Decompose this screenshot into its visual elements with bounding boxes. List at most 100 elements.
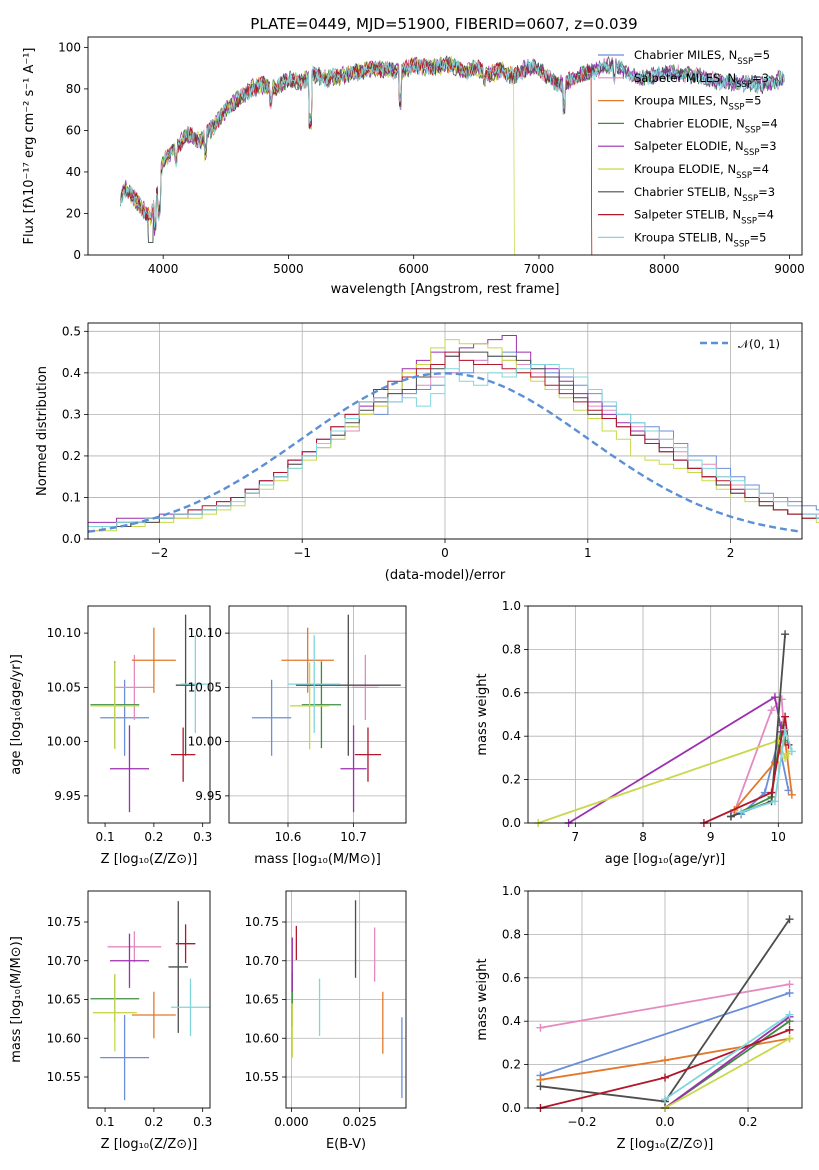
spectrum-series-line xyxy=(120,57,785,228)
x-tick-label: 2 xyxy=(727,546,735,560)
y-axis-label: mass [log₁₀(M/M⊙)] xyxy=(9,936,24,1063)
axes-frame xyxy=(228,605,407,824)
plus-marker xyxy=(726,812,735,821)
y-tick-label: 0.3 xyxy=(62,407,81,421)
x-tick-label: 8 xyxy=(639,830,647,844)
mass-weight-series-line xyxy=(664,1013,791,1101)
plus-marker xyxy=(767,706,776,715)
legend-label: Kroupa MILES, NSSP=5 xyxy=(634,94,761,113)
legend-label: Salpeter ELODIE, NSSP=3 xyxy=(634,139,777,158)
y-tick-label: 10.10 xyxy=(188,626,222,640)
plus-marker xyxy=(785,988,794,997)
y-tick-label: 0.1 xyxy=(62,490,81,504)
x-tick-label: 0.2 xyxy=(144,830,163,844)
y-tick-label: 0.5 xyxy=(62,324,81,338)
plus-marker xyxy=(785,915,794,924)
mass-weight-series-line xyxy=(740,729,793,813)
y-tick-label: 60 xyxy=(66,123,81,137)
axes-frame xyxy=(87,890,211,1109)
mass-vs-metallicity-panel: 0.1 0.2 0.3 10.55 10.60 10.65 10.70 10.75 Z [log… xyxy=(9,890,212,1152)
y-tick-label: 10.55 xyxy=(47,1070,81,1084)
x-axis-label: mass [log₁₀(M/M⊙)] xyxy=(254,852,381,867)
normal-distribution-curve xyxy=(87,372,803,533)
y-tick-label: 10.60 xyxy=(47,1031,81,1045)
x-axis-label: Z [log₁₀(Z/Z⊙)] xyxy=(617,1137,714,1152)
spectrum-series-line xyxy=(120,55,515,256)
legend-label: Salpeter MILES, NSSP=3 xyxy=(634,71,769,90)
y-tick-label: 10.65 xyxy=(47,993,81,1007)
legend-label: Chabrier ELODIE, NSSP=4 xyxy=(634,116,778,135)
plus-marker xyxy=(767,788,776,797)
plus-marker xyxy=(661,1073,669,1082)
x-tick-label: 10 xyxy=(771,830,786,844)
plus-marker xyxy=(785,1025,794,1034)
y-tick-label: 0.4 xyxy=(502,729,521,743)
age-vs-metallicity-panel: 0.1 0.2 0.3 9.95 10.00 10.05 10.10 Z [log₁₀(Z/Z… xyxy=(9,605,212,867)
plus-marker xyxy=(770,693,779,702)
y-axis-label: mass weight xyxy=(475,673,490,755)
plus-marker xyxy=(781,753,790,762)
x-tick-label: 0.1 xyxy=(96,1115,115,1129)
legend-label: 𝒩(0, 1) xyxy=(738,337,780,351)
plus-marker xyxy=(536,1082,545,1091)
y-tick-label: 0.6 xyxy=(502,971,521,985)
y-tick-label: 0.2 xyxy=(62,449,81,463)
y-tick-label: 0.4 xyxy=(62,366,81,380)
histogram-series xyxy=(87,364,819,539)
plus-marker xyxy=(661,1056,669,1065)
histogram-series xyxy=(87,351,819,539)
mass-weight-series-line xyxy=(664,1016,791,1109)
plus-marker xyxy=(787,747,796,756)
y-tick-label: 0 xyxy=(73,248,81,262)
mass-weight-series-line xyxy=(540,992,790,1077)
x-tick-label: 7 xyxy=(572,830,580,844)
y-tick-label: 10.75 xyxy=(47,915,81,929)
legend-label: Kroupa ELODIE, NSSP=4 xyxy=(634,162,769,181)
y-tick-label: 10.65 xyxy=(245,993,279,1007)
x-tick-label: 0.025 xyxy=(342,1115,376,1129)
y-tick-label: 10.60 xyxy=(245,1031,279,1045)
spectrum-panel: 4000 5000 6000 7000 8000 9000 0 20 40 60 80 100 wave… xyxy=(22,36,805,297)
x-tick-label: 0.3 xyxy=(193,830,212,844)
y-tick-label: 10.70 xyxy=(245,954,279,968)
x-tick-label: −1 xyxy=(293,546,311,560)
x-tick-label: 0.0 xyxy=(655,1115,674,1129)
y-tick-label: 0.0 xyxy=(62,532,81,546)
x-tick-label: 7000 xyxy=(524,262,555,276)
y-axis-label: age [log₁₀(age/yr)] xyxy=(9,654,24,775)
x-axis-label: Z [log₁₀(Z/Z⊙)] xyxy=(101,852,198,867)
spectrum-series-line xyxy=(120,57,593,256)
x-tick-label: 0.3 xyxy=(193,1115,212,1129)
mass-weight-vs-metallicity-panel: −0.2 0.0 0.2 0.0 0.2 0.4 0.6 0.8 1.0 Z [log₁₀(Z/Z… xyxy=(475,884,803,1152)
x-tick-label: 10.7 xyxy=(340,830,367,844)
y-tick-label: 10.00 xyxy=(47,735,81,749)
legend-label: Chabrier STELIB, NSSP=3 xyxy=(634,185,775,204)
legend-label: Chabrier MILES, NSSP=5 xyxy=(634,48,770,67)
y-tick-label: 10.05 xyxy=(188,680,222,694)
x-tick-label: 0.2 xyxy=(738,1115,757,1129)
y-axis-label: Flux [fλ10⁻¹⁷ erg cm⁻² s⁻¹ A⁻¹] xyxy=(22,48,37,245)
mass-weight-series-line xyxy=(568,695,783,824)
spectrum-series-line xyxy=(120,56,593,256)
axes-frame xyxy=(527,605,803,824)
x-tick-label: 0.2 xyxy=(144,1115,163,1129)
y-tick-label: 10.75 xyxy=(245,915,279,929)
plus-marker xyxy=(787,790,796,799)
y-tick-label: 40 xyxy=(66,165,81,179)
legend-label: Kroupa STELIB, NSSP=5 xyxy=(634,230,766,249)
y-tick-label: 9.95 xyxy=(54,789,81,803)
y-tick-label: 0.8 xyxy=(502,927,521,941)
plus-marker xyxy=(785,1034,794,1043)
axes-frame xyxy=(87,605,211,824)
x-tick-label: 5000 xyxy=(273,262,304,276)
y-tick-label: 20 xyxy=(66,206,81,220)
y-tick-label: 0.2 xyxy=(502,773,521,787)
x-tick-label: 9 xyxy=(707,830,715,844)
plus-marker xyxy=(661,1095,669,1104)
y-tick-label: 1.0 xyxy=(502,599,521,613)
plus-marker xyxy=(737,808,746,817)
x-tick-label: 0.1 xyxy=(96,830,115,844)
y-tick-label: 10.10 xyxy=(47,626,81,640)
y-tick-label: 0.4 xyxy=(502,1014,521,1028)
y-tick-label: 0.0 xyxy=(502,1101,521,1115)
